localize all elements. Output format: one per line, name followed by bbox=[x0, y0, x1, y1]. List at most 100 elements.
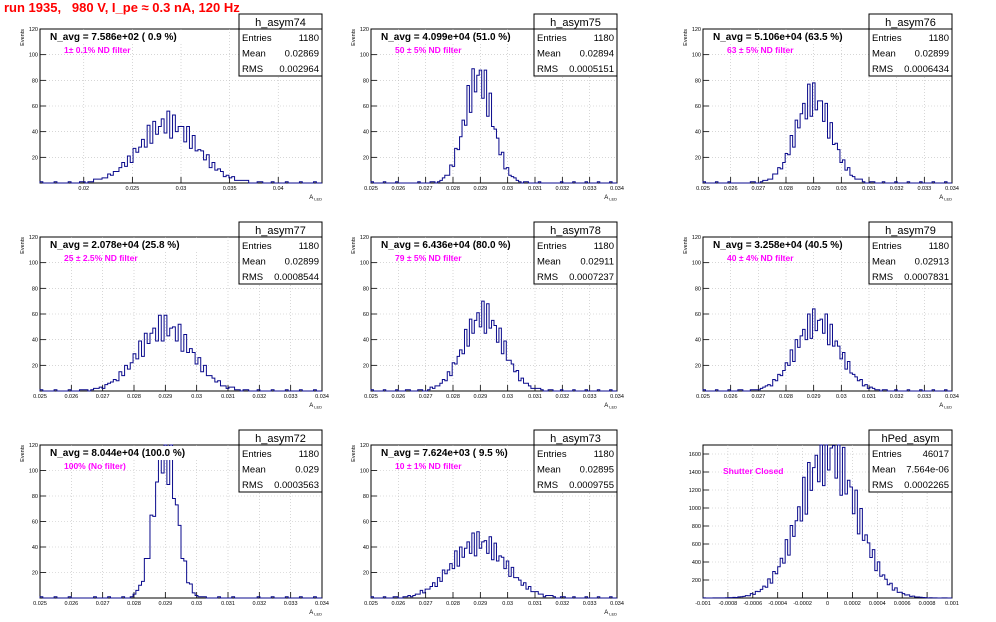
x-tick-label: 0.034 bbox=[945, 186, 959, 192]
stats-key-mean: Mean bbox=[537, 257, 561, 268]
x-tick-label: 0.028 bbox=[446, 186, 460, 192]
y-tick-label: 80 bbox=[32, 286, 38, 292]
y-tick-label: 200 bbox=[692, 578, 701, 584]
stats-value-rms: 0.0007831 bbox=[904, 272, 949, 283]
y-axis-title: Events bbox=[683, 29, 689, 46]
y-tick-label: 100 bbox=[360, 53, 369, 59]
navg-label: N_avg = 7.624e+03 ( 9.5 %) bbox=[381, 448, 508, 459]
x-tick-label: 0.026 bbox=[391, 394, 405, 400]
x-tick-label: 0.031 bbox=[862, 186, 876, 192]
y-tick-label: 100 bbox=[360, 469, 369, 475]
y-tick-label: 60 bbox=[363, 312, 369, 318]
stats-box-frame bbox=[868, 429, 953, 493]
x-tick-label: 0.033 bbox=[284, 394, 298, 400]
stats-key-entries: Entries bbox=[872, 449, 902, 460]
y-tick-label: 40 bbox=[695, 338, 701, 344]
histogram-name: h_asym72 bbox=[255, 433, 306, 445]
x-tick-label: 0.0004 bbox=[869, 601, 886, 607]
stats-box-frame bbox=[238, 429, 323, 493]
x-tick-label: 0.027 bbox=[419, 601, 433, 607]
x-tick-label: 0.031 bbox=[528, 394, 542, 400]
x-tick-label: 0.04 bbox=[273, 186, 284, 192]
stats-value-mean: 0.02895 bbox=[580, 465, 614, 476]
stats-value-mean: 0.02869 bbox=[285, 49, 319, 60]
x-tick-label: 0.0002 bbox=[844, 601, 861, 607]
stats-value-rms: 0.0005151 bbox=[569, 64, 614, 75]
histogram-panel-h_asym79: 20 40 60 80 100 120 0.025 0.026 0.027 0.028 0.029 0… bbox=[683, 221, 959, 410]
navg-label-bg bbox=[41, 238, 223, 252]
stats-value-mean: 0.02899 bbox=[285, 257, 319, 268]
histogram-name: h_asym73 bbox=[550, 433, 601, 445]
y-tick-label: 20 bbox=[363, 571, 369, 577]
histogram-name: h_asym77 bbox=[255, 225, 306, 237]
y-tick-label: 60 bbox=[363, 104, 369, 110]
x-tick-label: 0.029 bbox=[473, 394, 487, 400]
stats-key-rms: RMS bbox=[242, 64, 263, 75]
x-tick-label: 0.032 bbox=[555, 394, 569, 400]
y-tick-label: 40 bbox=[363, 545, 369, 551]
x-tick-label: 0.032 bbox=[252, 601, 266, 607]
stats-value-mean: 0.02899 bbox=[915, 49, 949, 60]
x-axis-title: ALED bbox=[604, 610, 617, 617]
x-tick-label: 0.028 bbox=[127, 601, 141, 607]
x-axis-title: ALED bbox=[309, 195, 322, 202]
stats-key-rms: RMS bbox=[537, 480, 558, 491]
stats-box-frame bbox=[533, 429, 618, 493]
y-tick-label: 60 bbox=[32, 312, 38, 318]
x-tick-label: 0.025 bbox=[696, 394, 710, 400]
x-tick-label: 0.028 bbox=[446, 601, 460, 607]
y-tick-label: 40 bbox=[363, 130, 369, 136]
x-tick-label: 0.033 bbox=[284, 601, 298, 607]
x-tick-label: 0.03 bbox=[502, 601, 513, 607]
x-axis-title: ALED bbox=[309, 403, 322, 410]
x-tick-label: 0.026 bbox=[64, 394, 78, 400]
x-tick-label: 0.029 bbox=[158, 394, 172, 400]
filter-annotation: Shutter Closed bbox=[723, 466, 783, 476]
y-tick-label: 100 bbox=[29, 53, 38, 59]
histogram-panel-h_asym76: 20 40 60 80 100 120 0.025 0.026 0.027 0.028 0.029 0… bbox=[683, 13, 959, 202]
x-tick-label: 0.031 bbox=[528, 186, 542, 192]
filter-annotation: 79 ± 5% ND filter bbox=[395, 253, 462, 263]
x-tick-label: 0.032 bbox=[252, 394, 266, 400]
histogram-panel-hPed_asym: 200 400 600 800 1000 1200 1400 1600 -0.001 -0.000… bbox=[689, 429, 959, 607]
stats-key-entries: Entries bbox=[537, 33, 567, 44]
stats-box: h_asym74 Entries 1180 Mean 0.02869 RMS 0.00296… bbox=[238, 13, 323, 77]
stats-key-rms: RMS bbox=[242, 480, 263, 491]
stats-value-entries: 1180 bbox=[299, 449, 319, 460]
x-tick-label: 0.034 bbox=[315, 394, 329, 400]
x-tick-label: 0.031 bbox=[528, 601, 542, 607]
stats-key-rms: RMS bbox=[537, 272, 558, 283]
stats-value-rms: 0.0006434 bbox=[904, 64, 949, 75]
navg-label: N_avg = 7.586e+02 ( 0.9 %) bbox=[50, 32, 177, 43]
y-tick-label: 20 bbox=[363, 363, 369, 369]
x-tick-label: 0.026 bbox=[724, 186, 738, 192]
x-tick-label: -0.0006 bbox=[743, 601, 762, 607]
x-tick-label: 0.025 bbox=[364, 601, 378, 607]
y-tick-label: 40 bbox=[695, 130, 701, 136]
y-tick-label: 100 bbox=[29, 469, 38, 475]
x-tick-label: 0.033 bbox=[583, 601, 597, 607]
stats-key-mean: Mean bbox=[537, 465, 561, 476]
y-tick-label: 100 bbox=[692, 53, 701, 59]
stats-value-entries: 1180 bbox=[594, 33, 614, 44]
stats-value-rms: 0.0002265 bbox=[904, 480, 949, 491]
stats-key-mean: Mean bbox=[242, 49, 266, 60]
histogram-name: h_asym75 bbox=[550, 17, 601, 29]
navg-label-bg bbox=[704, 238, 886, 252]
histogram-panel-h_asym75: 20 40 60 80 100 120 0.025 0.026 0.027 0.028 0.029 0… bbox=[351, 13, 624, 202]
histogram-line bbox=[702, 82, 952, 184]
y-tick-label: 80 bbox=[363, 78, 369, 84]
stats-value-mean: 0.02894 bbox=[580, 49, 614, 60]
y-tick-label: 800 bbox=[692, 524, 701, 530]
x-tick-label: -0.0002 bbox=[793, 601, 812, 607]
stats-box: h_asym76 Entries 1180 Mean 0.02899 RMS 0.00064… bbox=[868, 13, 953, 77]
y-tick-label: 80 bbox=[32, 78, 38, 84]
histogram-line bbox=[702, 444, 952, 599]
filter-annotation: 63 ± 5% ND filter bbox=[727, 45, 794, 55]
y-tick-label: 80 bbox=[32, 494, 38, 500]
navg-label: N_avg = 6.436e+04 (80.0 %) bbox=[381, 240, 511, 251]
stats-box: h_asym79 Entries 1180 Mean 0.02913 RMS 0.00078… bbox=[868, 221, 953, 285]
y-tick-label: 60 bbox=[695, 312, 701, 318]
histogram-panel-h_asym73: 20 40 60 80 100 120 0.025 0.026 0.027 0.028 0.029 0… bbox=[351, 429, 624, 617]
x-tick-label: 0.026 bbox=[724, 394, 738, 400]
